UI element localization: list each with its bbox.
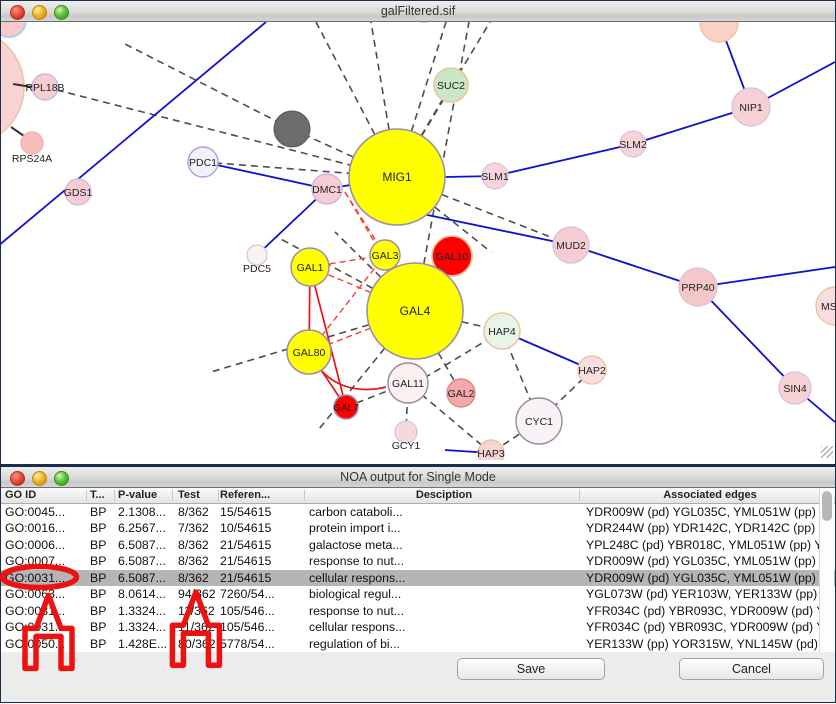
svg-text:CYC1: CYC1 xyxy=(525,416,553,428)
svg-text:GAL2: GAL2 xyxy=(448,388,475,400)
svg-text:NIP1: NIP1 xyxy=(739,102,763,114)
svg-text:MUD2: MUD2 xyxy=(556,240,586,252)
svg-text:PRP40: PRP40 xyxy=(681,282,714,294)
svg-text:GCY1: GCY1 xyxy=(392,440,421,452)
svg-text:GAL11: GAL11 xyxy=(392,378,424,390)
svg-text:DMC1: DMC1 xyxy=(312,184,342,196)
svg-text:SLM1: SLM1 xyxy=(481,171,509,183)
svg-text:HAP3: HAP3 xyxy=(477,448,505,460)
svg-text:RPS24A: RPS24A xyxy=(12,153,52,165)
svg-text:GAL10: GAL10 xyxy=(436,251,469,263)
svg-text:SLM2: SLM2 xyxy=(619,139,647,151)
svg-text:RPL18B: RPL18B xyxy=(25,82,64,94)
svg-text:SIN4: SIN4 xyxy=(783,383,807,395)
svg-text:GAL3: GAL3 xyxy=(372,250,399,262)
svg-text:GAL7: GAL7 xyxy=(333,403,359,414)
svg-text:GAL4: GAL4 xyxy=(400,304,431,318)
svg-text:MIG1: MIG1 xyxy=(382,170,412,184)
svg-text:HAP4: HAP4 xyxy=(488,326,516,338)
svg-text:PDC1: PDC1 xyxy=(189,157,217,169)
svg-text:MS: MS xyxy=(821,301,835,313)
svg-text:GAL1: GAL1 xyxy=(297,262,324,274)
svg-text:PDC5: PDC5 xyxy=(243,263,271,275)
svg-text:HAP2: HAP2 xyxy=(578,365,606,377)
svg-text:SUC2: SUC2 xyxy=(437,80,465,92)
svg-text:GDS1: GDS1 xyxy=(64,187,93,199)
svg-text:GAL80: GAL80 xyxy=(293,347,326,359)
